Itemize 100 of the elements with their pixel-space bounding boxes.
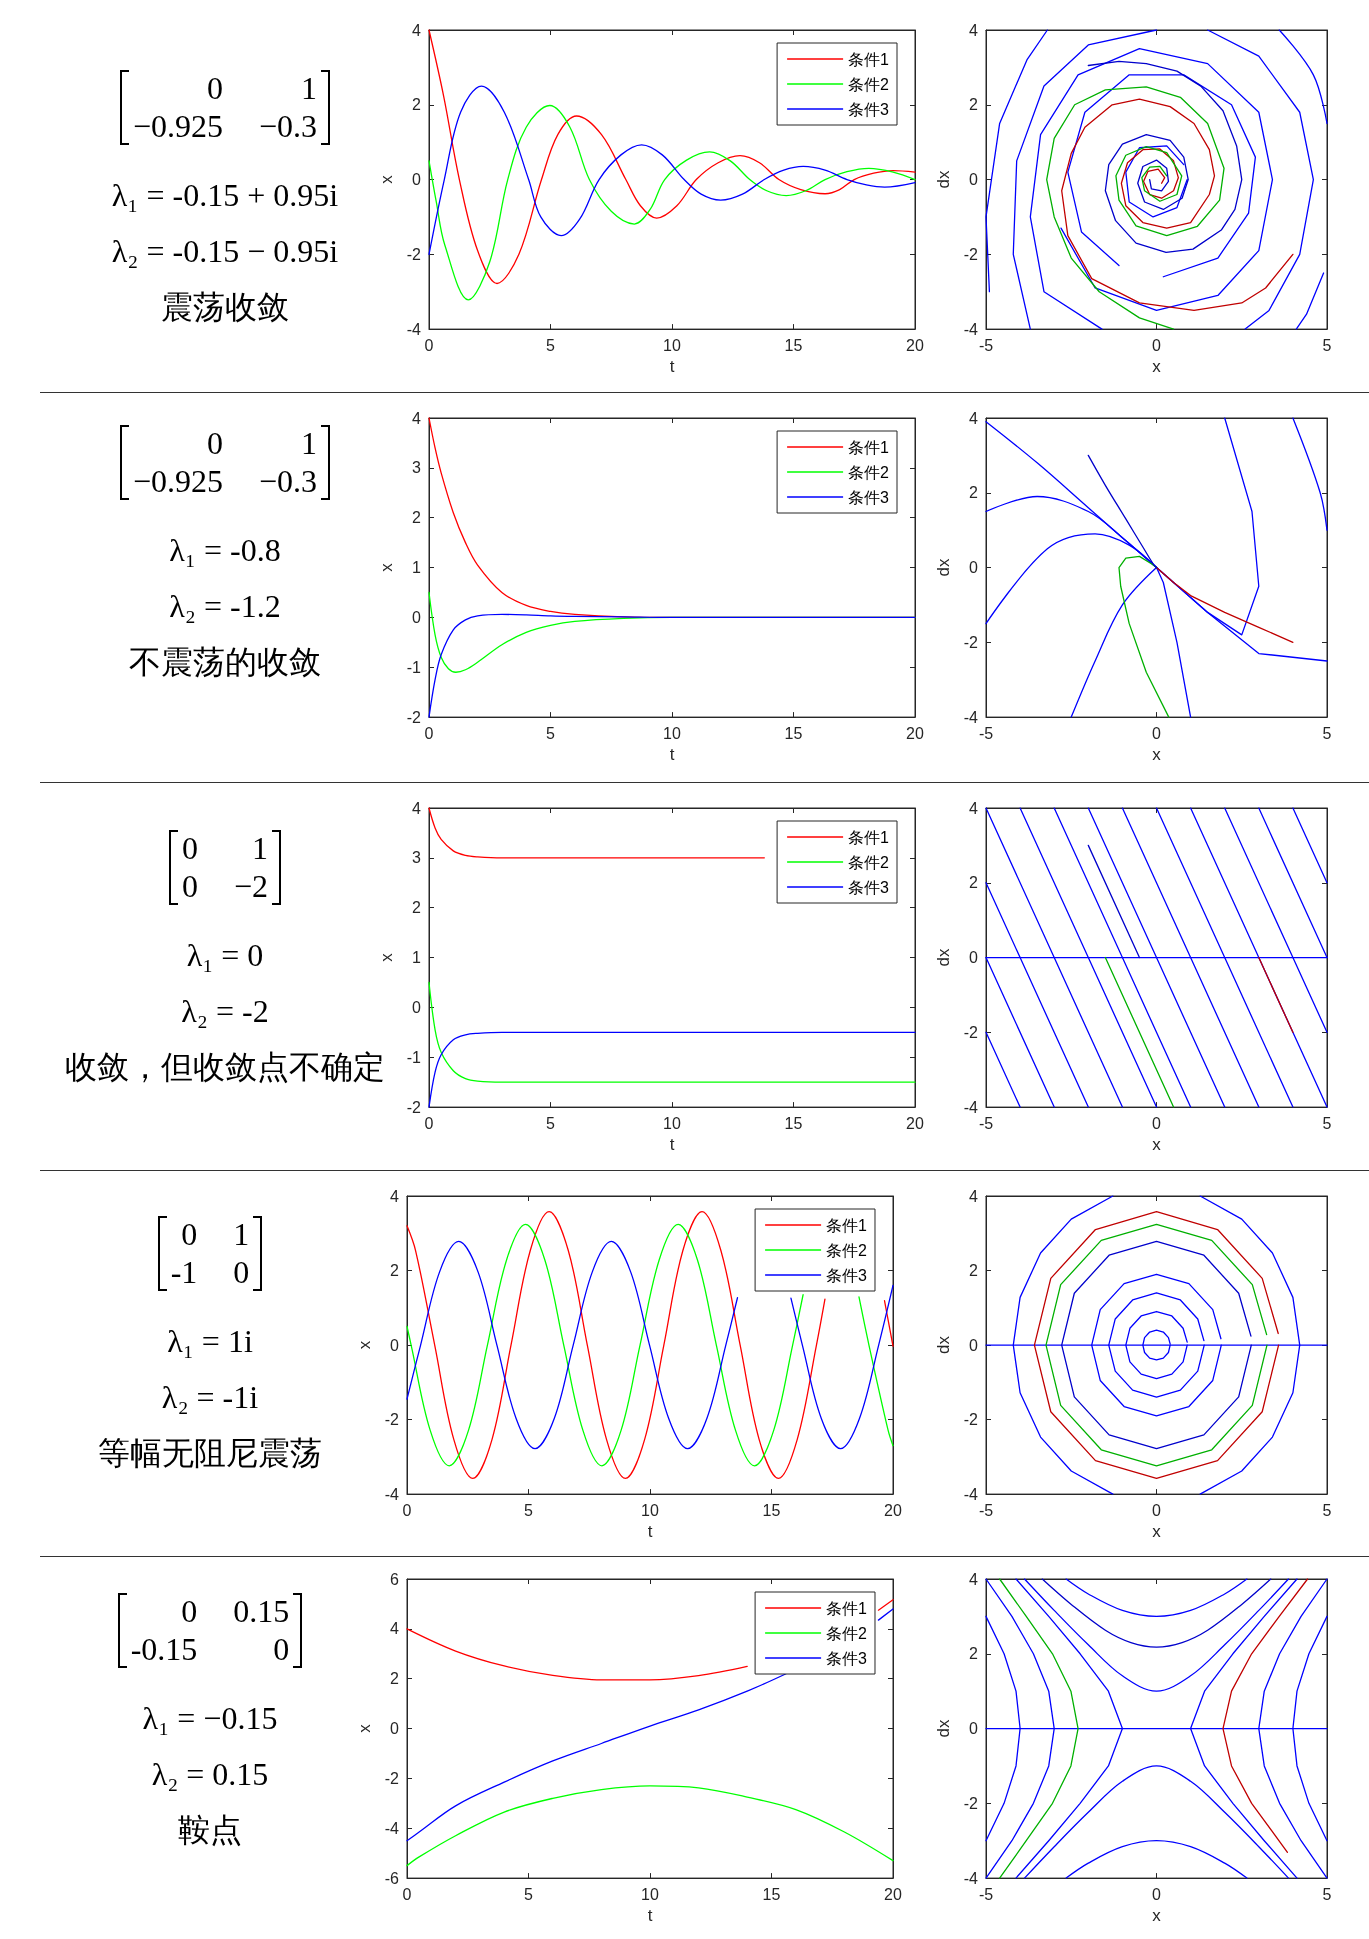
- y-axis-title: x: [355, 1340, 374, 1350]
- y-tick-label: -2: [384, 1411, 400, 1429]
- x-axis-title: x: [1152, 745, 1162, 764]
- y-tick-label: 2: [412, 96, 422, 114]
- legend-label: 条件2: [848, 853, 890, 871]
- legend-label: 条件3: [848, 488, 890, 506]
- x-tick-label: 0: [1152, 1114, 1162, 1132]
- y-tick-label: -2: [963, 1411, 979, 1429]
- y-axis-title: x: [377, 562, 396, 572]
- y-tick-label: 0: [969, 171, 979, 189]
- x-tick-label: 20: [906, 1114, 924, 1132]
- y-tick-label: -6: [384, 1869, 400, 1887]
- y-tick-label: 2: [412, 509, 422, 527]
- legend-label: 条件2: [826, 1241, 868, 1259]
- x-tick-label: 15: [784, 724, 803, 742]
- x-tick-label: 0: [424, 1114, 434, 1132]
- y-tick-label: -2: [384, 1769, 400, 1787]
- x-tick-label: 5: [1322, 1114, 1332, 1132]
- y-tick-label: -2: [406, 708, 422, 726]
- x-tick-label: 5: [546, 724, 556, 742]
- x-tick-label: -5: [978, 1885, 994, 1903]
- y-tick-label: 1: [412, 559, 422, 577]
- x-tick-label: 5: [1322, 336, 1332, 354]
- text: λ₁ = 1i: [167, 1323, 253, 1359]
- x-tick-label: 0: [1152, 1885, 1162, 1903]
- text: λ₂ = 0.15: [151, 1756, 269, 1792]
- text: 1: [300, 425, 318, 463]
- x-tick-label: -5: [978, 724, 994, 742]
- y-axis-title: dx: [934, 1335, 953, 1355]
- legend-label: 条件1: [848, 828, 890, 846]
- x-tick-label: -5: [978, 1114, 994, 1132]
- y-tick-label: -4: [963, 320, 979, 338]
- text: 0: [180, 1593, 198, 1631]
- y-tick-label: -2: [406, 1098, 422, 1116]
- y-tick-label: 0: [969, 949, 979, 967]
- text: 0: [181, 867, 198, 905]
- legend-label: 条件1: [848, 438, 890, 456]
- y-tick-label: 3: [412, 849, 422, 867]
- x-tick-label: 0: [1152, 336, 1162, 354]
- x-tick-label: 15: [784, 1114, 803, 1132]
- text: 收敛，但收敛点不确定: [65, 1049, 385, 1085]
- y-tick-label: -1: [406, 1048, 422, 1066]
- y-tick-label: -4: [963, 1485, 979, 1503]
- text: −2: [233, 867, 269, 905]
- text: λ₁ = -0.8: [169, 532, 281, 568]
- y-tick-label: -1: [406, 658, 422, 676]
- x-tick-label: 15: [784, 336, 803, 354]
- text: 0.15: [233, 1593, 290, 1631]
- x-tick-label: 0: [424, 724, 434, 742]
- x-axis-title: x: [1152, 1522, 1162, 1541]
- x-tick-label: 5: [1322, 1501, 1332, 1519]
- y-tick-label: -4: [384, 1485, 400, 1503]
- y-tick-label: 4: [969, 409, 979, 427]
- y-tick-label: -4: [384, 1819, 400, 1837]
- text: λ₂ = -0.15 − 0.95i: [111, 233, 339, 269]
- y-tick-label: 0: [969, 1336, 979, 1354]
- y-tick-label: 0: [969, 559, 979, 577]
- x-tick-label: 5: [524, 1501, 534, 1519]
- text: −0.3: [259, 107, 318, 145]
- x-tick-label: 5: [546, 336, 556, 354]
- text: 0: [206, 70, 223, 108]
- x-tick-label: 10: [641, 1501, 659, 1519]
- y-tick-label: 2: [969, 1262, 979, 1280]
- x-tick-label: 20: [884, 1885, 902, 1903]
- text: 1: [251, 830, 269, 868]
- y-tick-label: 2: [969, 484, 979, 502]
- x-axis-title: x: [1152, 1906, 1162, 1925]
- y-tick-label: -4: [406, 320, 422, 338]
- x-tick-label: 15: [762, 1885, 781, 1903]
- y-axis-title: x: [377, 952, 396, 962]
- legend-label: 条件3: [826, 1649, 868, 1667]
- y-axis-title: dx: [934, 558, 953, 577]
- text: 0: [181, 830, 198, 868]
- text: λ₂ = -1.2: [169, 588, 281, 624]
- x-axis-title: t: [669, 745, 675, 764]
- y-tick-label: 0: [969, 1720, 979, 1738]
- x-tick-label: 5: [546, 1114, 556, 1132]
- x-tick-label: 0: [1152, 724, 1162, 742]
- y-tick-label: 6: [390, 1570, 400, 1588]
- x-tick-label: -5: [978, 1501, 994, 1519]
- text: −0.3: [259, 462, 318, 500]
- y-tick-label: 2: [969, 874, 979, 892]
- y-tick-label: 4: [390, 1620, 400, 1638]
- x-axis-title: t: [669, 357, 675, 376]
- x-tick-label: 20: [906, 724, 924, 742]
- x-axis-title: t: [669, 1135, 675, 1154]
- y-tick-label: -4: [963, 1869, 979, 1887]
- y-axis-title: dx: [934, 1719, 953, 1738]
- x-axis-title: t: [647, 1522, 653, 1541]
- text: 等幅无阻尼震荡: [98, 1435, 322, 1471]
- y-tick-label: -4: [963, 1098, 979, 1116]
- y-tick-label: 0: [390, 1720, 400, 1738]
- text: 不震荡的收敛: [129, 644, 321, 680]
- text: λ₁ = −0.15: [142, 1700, 278, 1736]
- x-axis-title: t: [647, 1906, 653, 1925]
- y-tick-label: 2: [412, 899, 422, 917]
- x-tick-label: 20: [884, 1501, 902, 1519]
- x-tick-label: 5: [524, 1885, 534, 1903]
- text: λ₂ = -1i: [161, 1379, 259, 1415]
- x-tick-label: 0: [1152, 1501, 1162, 1519]
